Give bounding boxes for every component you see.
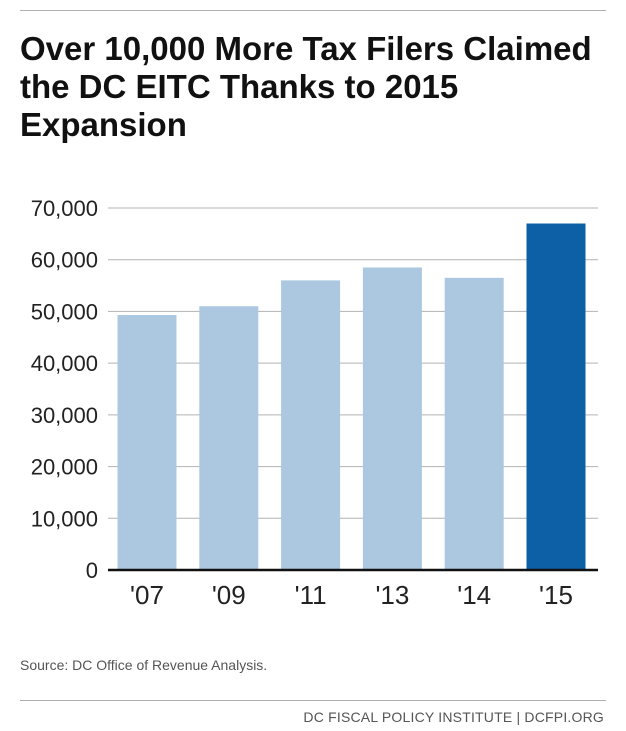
bar-09 <box>199 306 259 570</box>
y-tick-label: 70,000 <box>31 196 98 221</box>
x-tick-label: '14 <box>457 580 491 610</box>
x-tick-label: '15 <box>539 580 573 610</box>
chart-title: Over 10,000 More Tax Filers Claimed the … <box>20 30 592 143</box>
footer-credit: DC FISCAL POLICY INSTITUTE | DCFPI.ORG <box>303 709 604 725</box>
y-tick-label: 0 <box>86 558 98 583</box>
y-tick-label: 40,000 <box>31 351 98 376</box>
x-tick-label: '07 <box>130 580 164 610</box>
y-tick-label: 20,000 <box>31 455 98 480</box>
bar-11 <box>281 280 341 570</box>
y-tick-label: 10,000 <box>31 506 98 531</box>
y-tick-label: 50,000 <box>31 299 98 324</box>
bar-07 <box>117 315 177 570</box>
bottom-divider <box>20 700 606 701</box>
bar-14 <box>444 277 504 570</box>
source-note: Source: DC Office of Revenue Analysis. <box>20 657 268 673</box>
x-tick-label: '09 <box>212 580 246 610</box>
y-tick-label: 60,000 <box>31 248 98 273</box>
x-tick-label: '11 <box>295 580 327 610</box>
top-divider <box>20 10 606 11</box>
y-tick-label: 30,000 <box>31 403 98 428</box>
x-tick-label: '13 <box>375 580 409 610</box>
bar-13 <box>362 267 422 570</box>
bar-15 <box>526 223 586 570</box>
